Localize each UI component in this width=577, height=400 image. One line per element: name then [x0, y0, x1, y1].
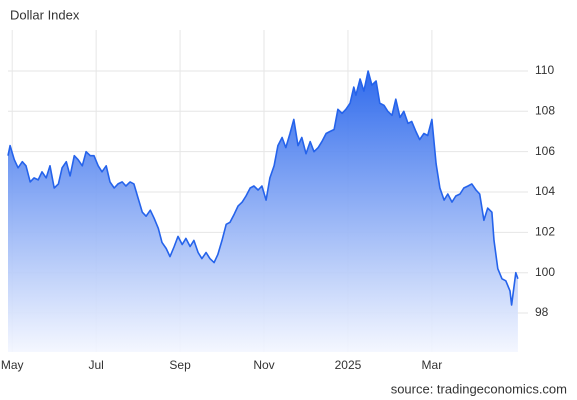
y-tick-label: 102 — [535, 225, 555, 239]
x-tick-label: May — [1, 358, 24, 372]
y-tick-label: 110 — [535, 63, 554, 77]
x-tick-label: Mar — [422, 358, 443, 372]
area-fill — [8, 71, 518, 352]
x-tick-label: Nov — [253, 358, 274, 372]
line — [7, 70, 519, 306]
y-tick-label: 100 — [535, 265, 555, 279]
x-tick-label: Jul — [88, 358, 103, 372]
y-tick-label: 98 — [535, 305, 549, 319]
x-tick-label: 2025 — [335, 358, 362, 372]
x-tick-label: Sep — [169, 358, 191, 372]
chart-title: Dollar Index — [10, 7, 80, 22]
y-tick-label: 106 — [535, 144, 555, 158]
y-tick-label: 104 — [535, 184, 555, 198]
source: source: tradingeconomics.com — [391, 381, 567, 396]
y-tick-label: 108 — [535, 103, 555, 117]
